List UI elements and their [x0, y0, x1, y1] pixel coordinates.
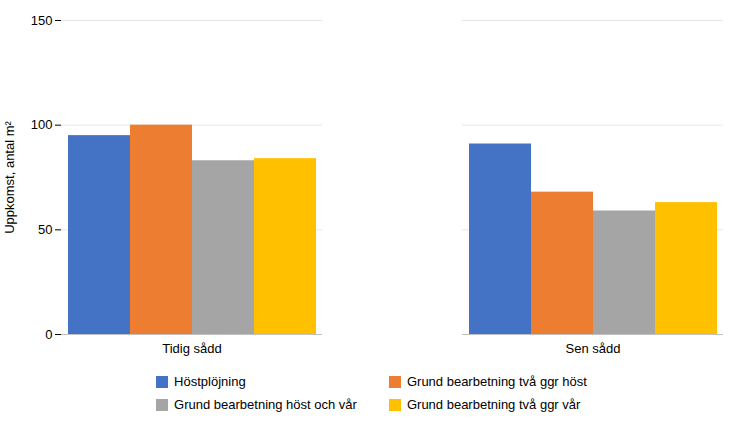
svg-text:150: 150 — [31, 13, 53, 28]
svg-text:100: 100 — [31, 117, 53, 132]
html-text:Grund bearbetning höst och vår: Grund bearbetning höst och vår — [174, 397, 357, 412]
html-text:Grund bearbetning två ggr höst: Grund bearbetning två ggr höst — [406, 374, 587, 389]
svg-text:Uppkomst, antal m²: Uppkomst, antal m² — [2, 120, 17, 233]
svg-text:Sen sådd: Sen sådd — [566, 341, 621, 356]
html-text:Höstplöjning: Höstplöjning — [174, 374, 246, 389]
svg-text:50: 50 — [38, 222, 52, 237]
svg-text:Tidig sådd: Tidig sådd — [162, 341, 222, 356]
svg-text:0: 0 — [45, 327, 52, 342]
html-text:Grund bearbetning två ggr vår: Grund bearbetning två ggr vår — [406, 397, 581, 412]
